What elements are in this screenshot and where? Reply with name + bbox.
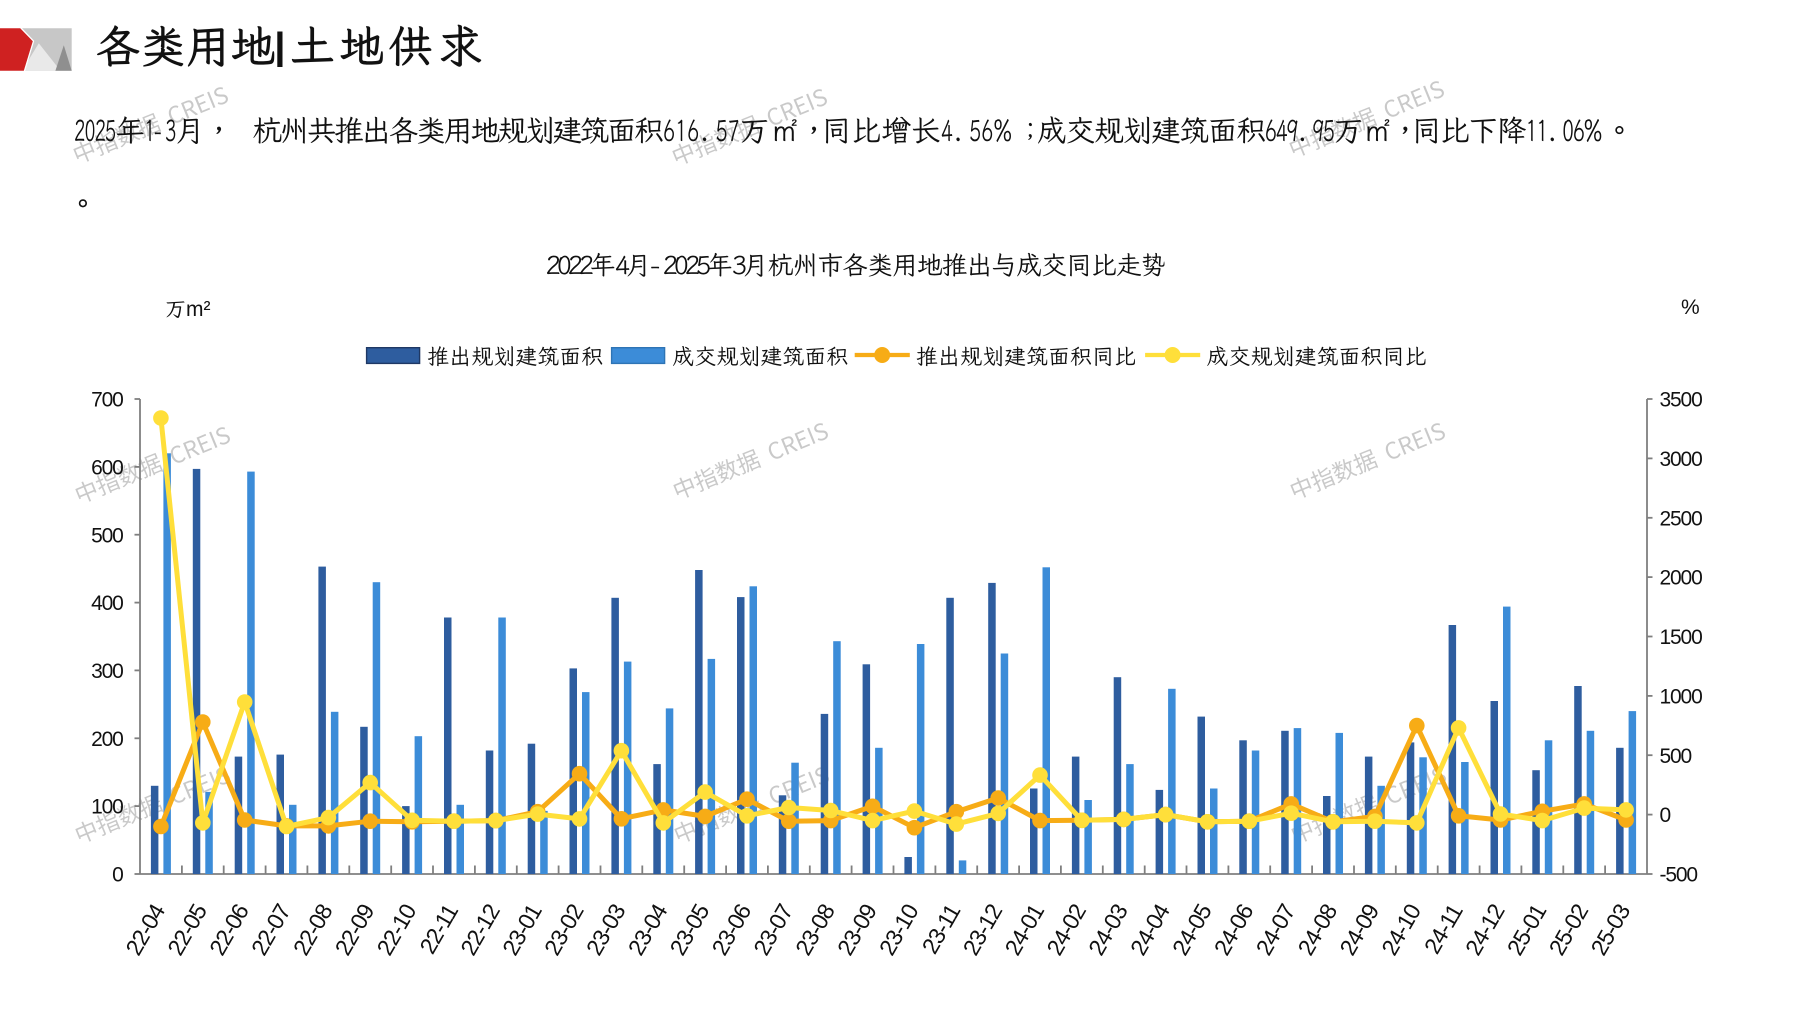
svg-text:600: 600: [91, 457, 123, 480]
svg-text:200: 200: [91, 728, 123, 751]
svg-text:500: 500: [1660, 745, 1692, 768]
svg-text:2500: 2500: [1660, 507, 1703, 530]
svg-text:300: 300: [91, 660, 123, 683]
svg-text:3000: 3000: [1660, 448, 1703, 471]
svg-text:0: 0: [112, 864, 123, 887]
svg-text:1500: 1500: [1660, 626, 1703, 649]
svg-text:-500: -500: [1660, 864, 1698, 887]
svg-text:1000: 1000: [1660, 686, 1703, 709]
svg-text:2000: 2000: [1660, 567, 1703, 590]
svg-text:m²: m²: [186, 298, 211, 321]
svg-text:700: 700: [91, 389, 123, 412]
svg-text:0: 0: [1660, 804, 1671, 827]
svg-text:100: 100: [91, 796, 123, 819]
svg-text:500: 500: [91, 524, 123, 547]
svg-text:400: 400: [91, 592, 123, 615]
svg-text:%: %: [1681, 296, 1700, 319]
svg-text:3500: 3500: [1660, 389, 1703, 412]
